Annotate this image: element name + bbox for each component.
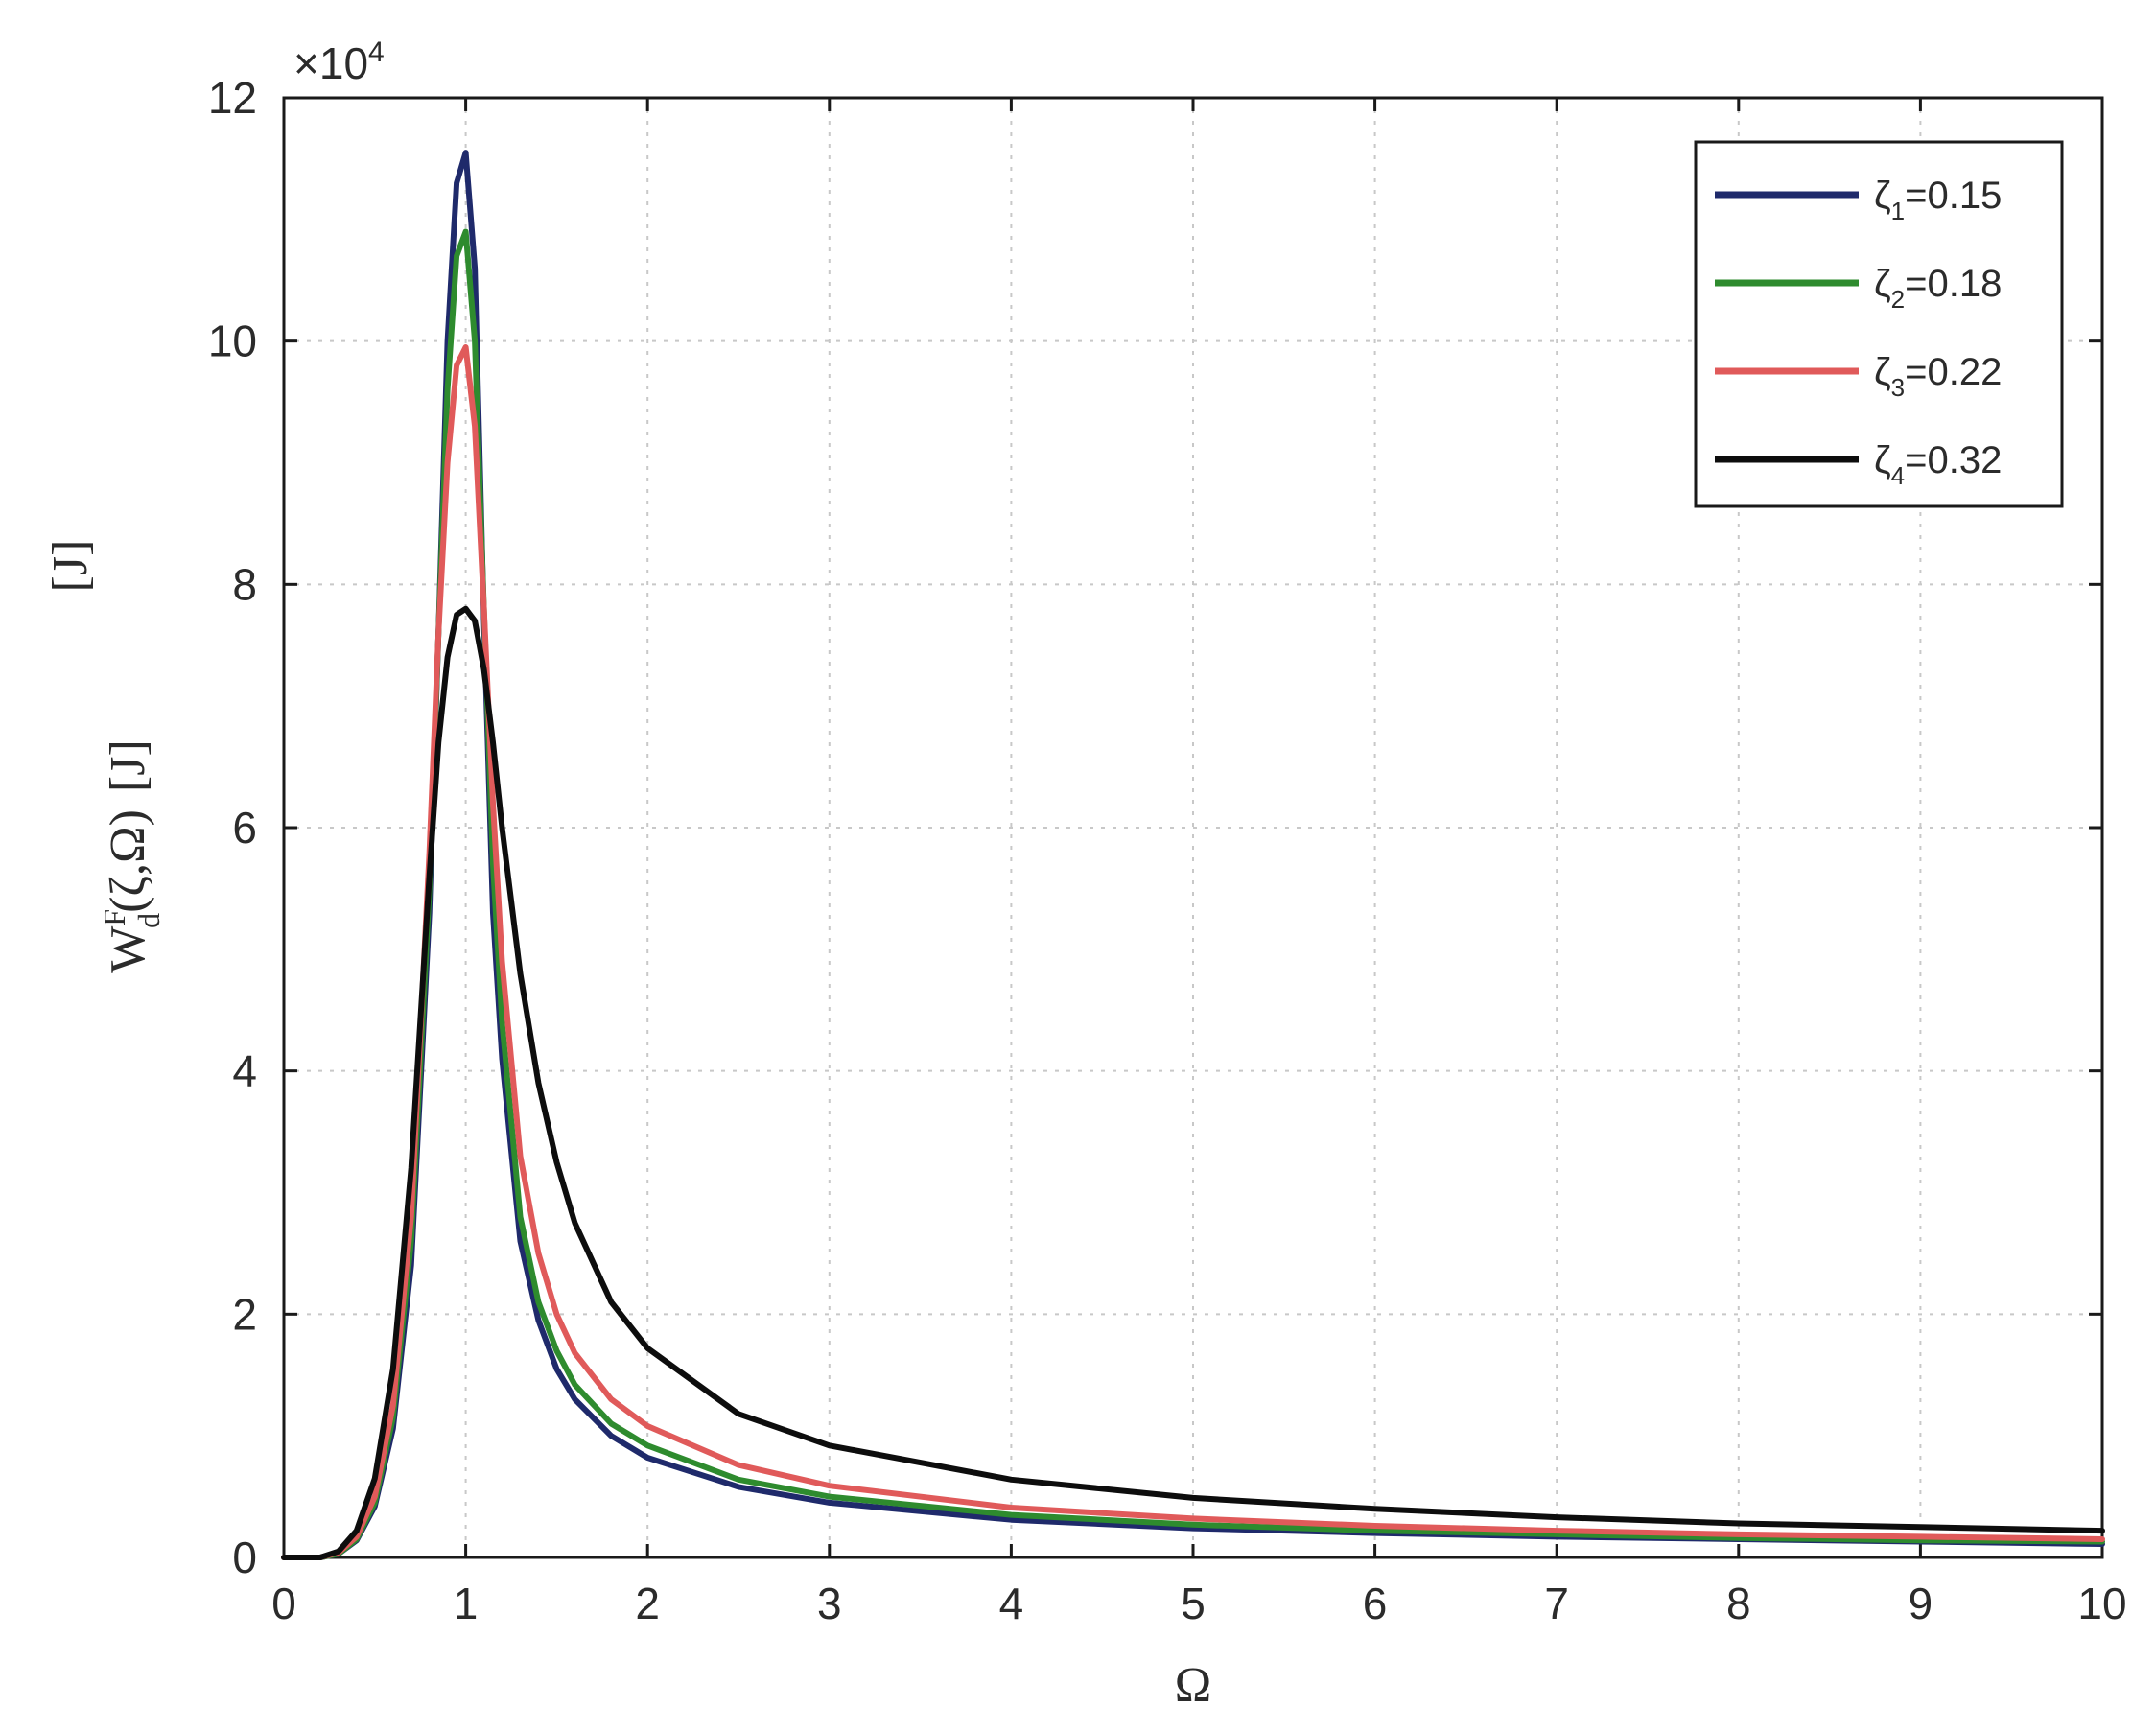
y-label-subscript: d [131, 913, 166, 928]
y-exponent-base: ×10 [293, 38, 368, 88]
y-axis-label: WFd(ζ,Ω) [J] [97, 739, 166, 973]
legend-entry-4: ζ4=0.32 [1715, 439, 2002, 490]
x-tick-label: 9 [1909, 1579, 1933, 1628]
x-tick-label: 8 [1726, 1579, 1751, 1628]
x-tick-label: 10 [2077, 1579, 2126, 1628]
legend-label: ζ1=0.15 [1874, 175, 2002, 225]
legend-label-subscript: 1 [1891, 197, 1905, 225]
axis-ticks [282, 96, 2104, 1559]
legend-label: ζ3=0.22 [1874, 351, 2002, 402]
y-label-main: W [101, 926, 155, 973]
legend-label-subscript: 2 [1891, 285, 1905, 314]
y-label-unit: [J] [101, 739, 155, 792]
legend-label-symbol: ζ [1874, 175, 1891, 217]
series-line-4 [281, 605, 2105, 1560]
legend-label-value: =0.18 [1905, 263, 2002, 305]
x-tick-label: 7 [1544, 1579, 1569, 1628]
y-tick-label: 12 [208, 73, 257, 123]
legend-entry-2: ζ2=0.18 [1715, 263, 2002, 314]
y-tick-label: 8 [232, 559, 257, 609]
x-tick-label: 6 [1363, 1579, 1388, 1628]
y-label-superscript: F [97, 909, 131, 926]
y-tick-label: 4 [232, 1046, 257, 1096]
legend-label: ζ2=0.18 [1874, 263, 2002, 314]
y-tick-label: 2 [232, 1289, 257, 1339]
y-label-args: (ζ,Ω) [101, 809, 155, 913]
legend-label-value: =0.15 [1905, 175, 2002, 217]
y-axis-label-extra: [J] [43, 540, 98, 593]
y-exponent-label: ×104 [293, 36, 385, 88]
x-tick-label: 0 [271, 1579, 296, 1628]
legend-entry-1: ζ1=0.15 [1715, 175, 2002, 225]
y-tick-label: 6 [232, 803, 257, 853]
y-tick-label: 10 [208, 316, 257, 366]
y-tick-label: 0 [232, 1533, 257, 1582]
y-tick-labels: 0 2 4 6 8 10 12 [208, 73, 257, 1582]
legend-label-symbol: ζ [1874, 439, 1891, 481]
legend-label-value: =0.32 [1905, 439, 2002, 481]
x-tick-label: 1 [454, 1579, 479, 1628]
legend-label-subscript: 3 [1891, 373, 1905, 402]
legend-label-subscript: 4 [1891, 461, 1905, 490]
series-lines [281, 150, 2105, 1560]
legend-entry-3: ζ3=0.22 [1715, 351, 2002, 402]
y-exponent-power: 4 [368, 36, 385, 68]
x-tick-label: 2 [635, 1579, 660, 1628]
legend-label-symbol: ζ [1874, 351, 1891, 393]
x-tick-label: 3 [817, 1579, 842, 1628]
y-axis-label-text: WFd(ζ,Ω) [J] [97, 739, 166, 973]
x-tick-label: 5 [1181, 1579, 1206, 1628]
legend-box [1694, 140, 2064, 508]
x-tick-labels: 0 1 2 3 4 5 6 7 8 9 10 [271, 1579, 2126, 1628]
legend-label-symbol: ζ [1874, 263, 1891, 305]
legend-label-value: =0.22 [1905, 351, 2002, 393]
legend-label: ζ4=0.32 [1874, 439, 2002, 490]
x-tick-label: 4 [999, 1579, 1024, 1628]
x-axis-label: Ω [1175, 1658, 1212, 1713]
series-line-3 [281, 344, 2105, 1560]
